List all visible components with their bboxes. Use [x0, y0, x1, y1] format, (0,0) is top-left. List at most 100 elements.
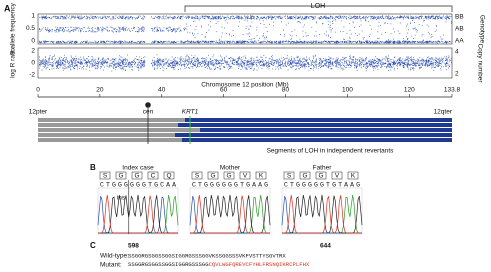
y2-title: Genotype	[478, 15, 485, 44]
residue: C	[151, 173, 156, 180]
residue-box	[347, 171, 359, 180]
x-tick-label: 40	[158, 87, 166, 94]
trace-line	[98, 195, 178, 234]
y-tick-label: 2	[31, 48, 35, 55]
segment-loh	[182, 138, 452, 142]
trace-frame	[189, 187, 271, 235]
trace-line	[190, 195, 270, 234]
x-title: Chromosome 12 position (Mb)	[201, 82, 288, 89]
residue: K	[259, 173, 264, 180]
segment-loh	[178, 123, 452, 127]
residue-box	[239, 171, 251, 180]
x-tick-label: 133.8	[444, 87, 461, 94]
trace-title: Index case	[122, 165, 154, 172]
x-tick-label: 80	[282, 87, 290, 94]
insertion-label: ins	[117, 195, 126, 202]
qter-label: 12qter	[434, 109, 453, 116]
mutant-changed: CQVLWGFQREVCFYHLFRSNQIKRCPLFHX	[209, 261, 310, 268]
residue: Q	[166, 173, 171, 180]
logr-points	[39, 54, 452, 72]
residue-box	[207, 171, 219, 180]
segment-normal	[38, 138, 182, 142]
residue: S	[195, 173, 200, 180]
residue: G	[318, 173, 323, 180]
y-tick-label: 0.5	[26, 25, 35, 32]
chromatograms: Index case S G G C Q CTGGGGGGTGCAA ins Mother S G G…	[97, 165, 363, 235]
y2-title: Copy number	[476, 43, 483, 83]
trace-title: Mother	[220, 165, 241, 172]
segment-normal	[38, 128, 200, 132]
baf-points	[39, 15, 452, 44]
loh-bracket	[184, 5, 453, 12]
wt-sequence: SSGGRGSGGSSGGSIGGRGSSSGGVKSSGGSSSVKFVSTT…	[128, 252, 286, 259]
panel-label: B	[90, 163, 96, 172]
residue: G	[302, 173, 307, 180]
bases: CTGGGGGGTGCAA	[100, 182, 176, 189]
residue: V	[243, 173, 248, 180]
residue: G	[210, 173, 215, 180]
bases: CTGGGGGTGTAAG	[284, 182, 360, 189]
baf-frame	[37, 13, 453, 45]
y-tick-label: 0	[31, 38, 35, 45]
residue: G	[226, 173, 231, 180]
trace-title: Father	[313, 165, 333, 172]
x-tick-label: 100	[342, 87, 353, 94]
logr-frame	[37, 47, 453, 79]
loh-segments	[38, 108, 452, 144]
residue-box	[255, 171, 267, 180]
residue: G	[118, 173, 123, 180]
segment-normal	[38, 123, 178, 127]
segment-loh	[185, 118, 452, 122]
bases: CTGGGGGGTGAAG	[192, 182, 268, 189]
segment-normal	[38, 118, 185, 122]
residue-box	[131, 171, 143, 180]
y-title: log R ratio	[10, 48, 17, 78]
residue: V	[335, 173, 340, 180]
trace-line	[282, 195, 362, 234]
gene-label: KRT1	[182, 109, 199, 116]
end-position: 644	[320, 243, 331, 250]
x-tick-label: 20	[96, 87, 104, 94]
y-tick-label: 0	[31, 60, 35, 67]
start-position: 598	[128, 243, 139, 250]
residue: G	[134, 173, 139, 180]
residue: S	[103, 173, 108, 180]
residue-box	[315, 171, 327, 180]
y-tick-label: -2	[29, 72, 35, 79]
residue-box	[299, 171, 311, 180]
segment-loh	[200, 128, 452, 132]
x-tick-label: 0	[36, 87, 40, 94]
residue-box	[283, 171, 295, 180]
wt-label: Wild-type:	[100, 253, 129, 260]
y-title: B allele frequency	[10, 2, 17, 54]
segments-caption: Segments of LOH in independent revertant…	[267, 148, 395, 155]
residue-box	[115, 171, 127, 180]
residue-box	[99, 171, 111, 180]
segment-loh	[175, 133, 452, 137]
residue: K	[351, 173, 356, 180]
trace-frame	[281, 187, 363, 235]
centromere	[145, 102, 151, 108]
x-tick-label: 60	[220, 87, 228, 94]
trace-frame	[97, 187, 179, 235]
y-tick-label: 1	[31, 13, 35, 20]
mutant-same: SSGGRGSGGSSGGSIGGRGSSSGG	[128, 261, 209, 268]
residue: S	[287, 173, 292, 180]
x-tick-label: 120	[404, 87, 415, 94]
pter-label: 12pter	[29, 109, 48, 116]
panel-label: C	[90, 241, 96, 250]
genotype-label: AB	[455, 26, 464, 33]
residue-box	[223, 171, 235, 180]
panel-label: A	[4, 3, 11, 13]
y2-tick-label: 4	[455, 49, 459, 56]
genotype-label: AA	[455, 38, 464, 45]
genotype-label: BB	[455, 14, 464, 21]
loh-label: LOH	[311, 3, 325, 10]
residue-box	[163, 171, 175, 180]
segment-normal	[38, 133, 175, 137]
residue-box	[331, 171, 343, 180]
residue-box	[191, 171, 203, 180]
y2-tick-label: 2	[455, 71, 459, 78]
mut-label: Mutant:	[100, 262, 122, 269]
